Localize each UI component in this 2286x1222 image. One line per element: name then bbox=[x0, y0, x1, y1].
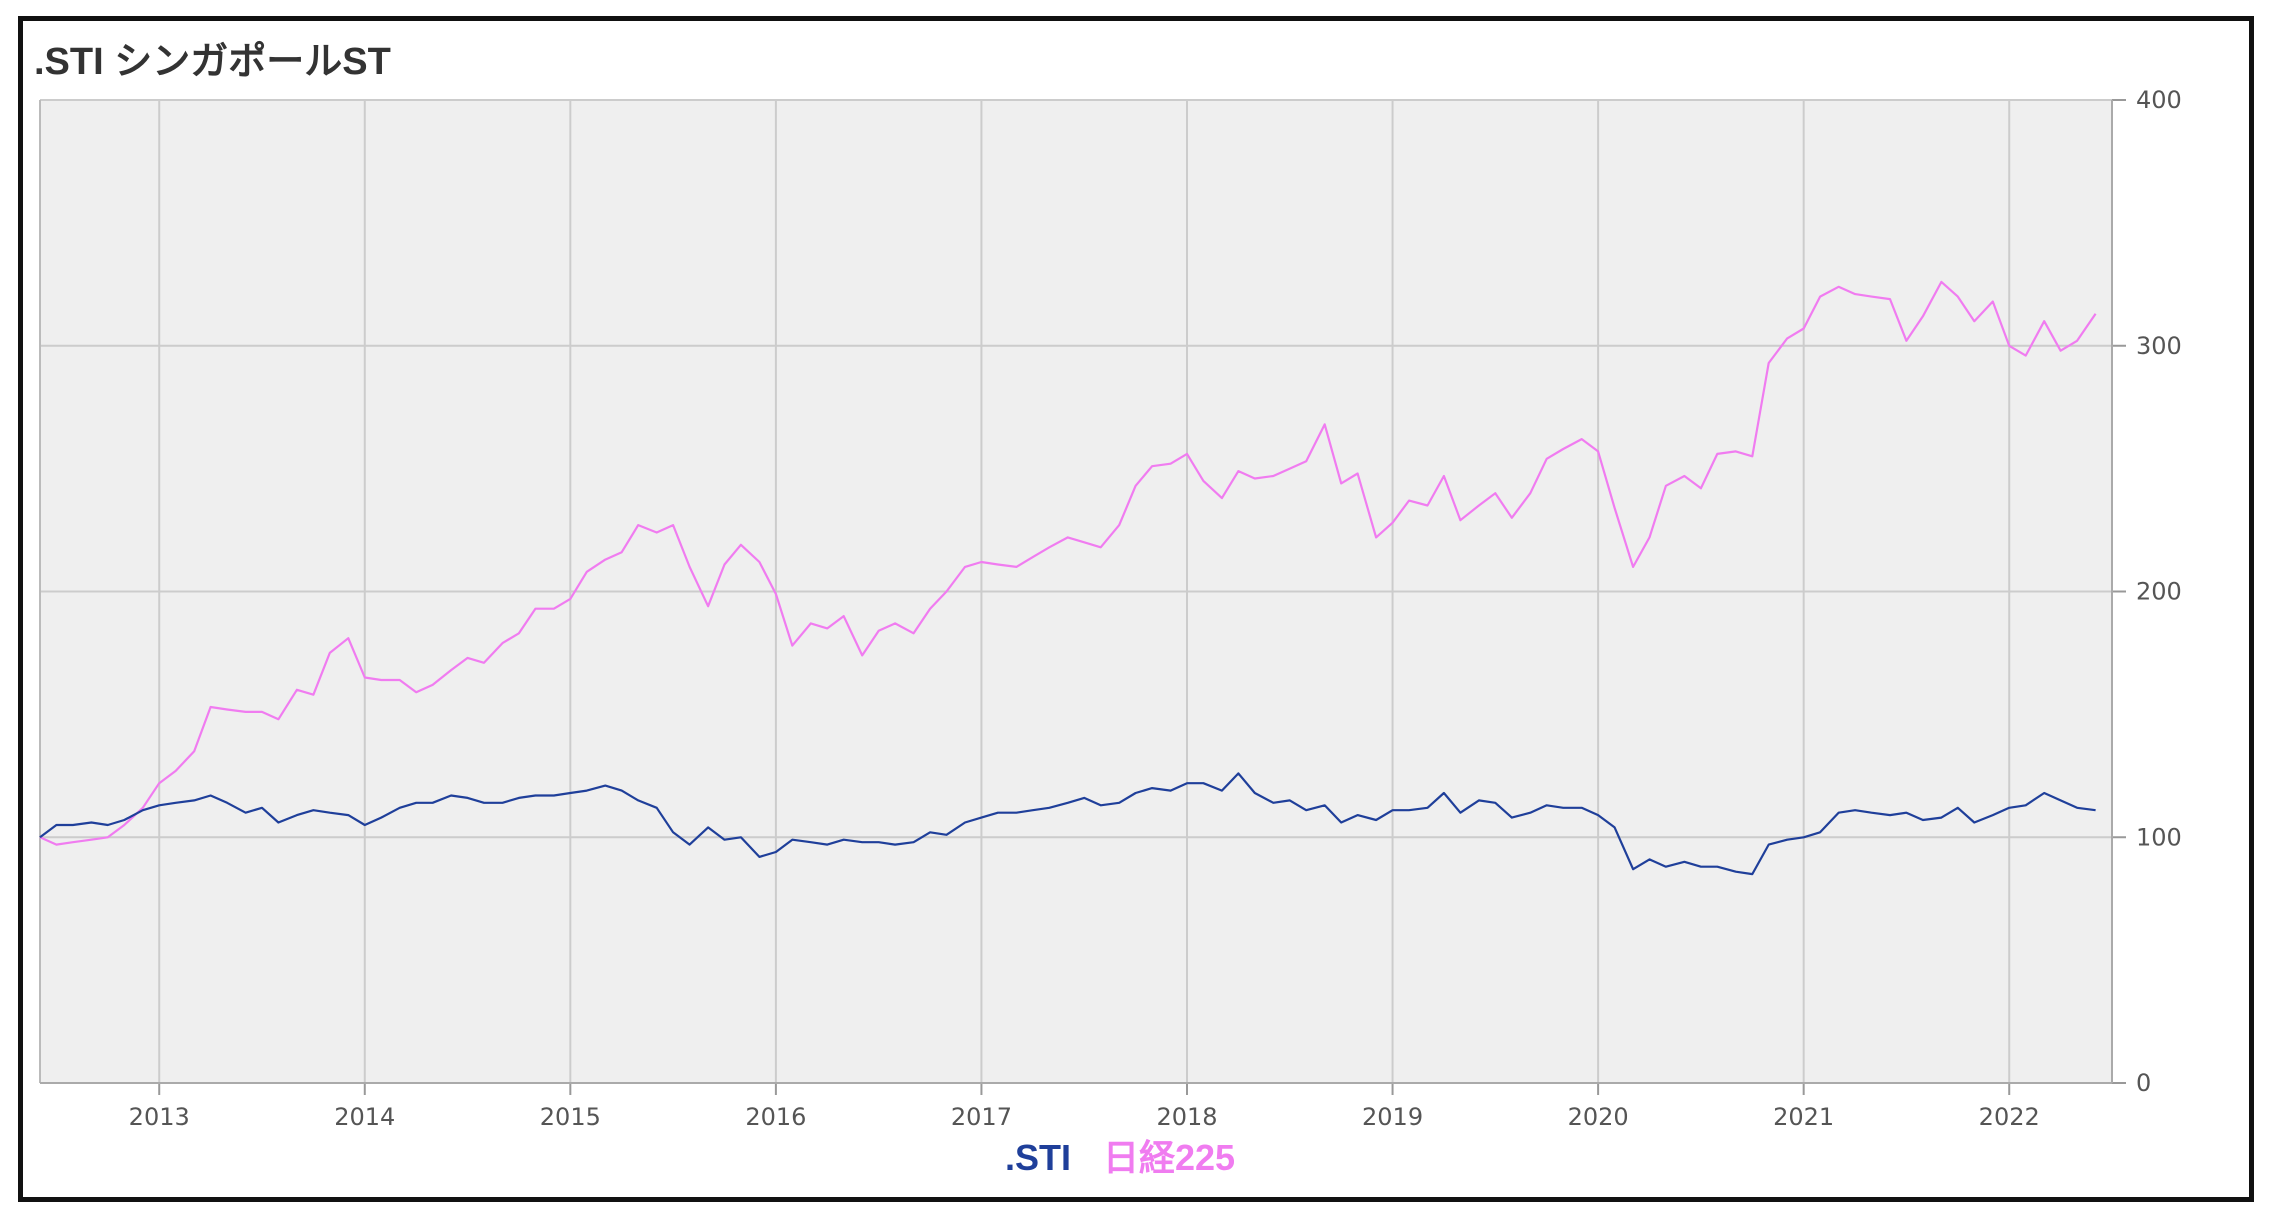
y-axis-ticks: 0 100 200 300 400 bbox=[2136, 86, 2182, 1097]
x-tick-label: 2018 bbox=[1156, 1103, 1217, 1131]
legend-item-sti: .STI bbox=[1005, 1137, 1071, 1178]
series-line-sti bbox=[39, 772, 2096, 876]
chart-title: .STI シンガポールST bbox=[34, 41, 391, 83]
legend-item-nikkei225: 日経225 bbox=[1103, 1137, 1235, 1178]
y-tick-label: 0 bbox=[2136, 1069, 2151, 1097]
x-tick-label: 2021 bbox=[1773, 1103, 1834, 1131]
y-tick-label: 400 bbox=[2136, 86, 2182, 114]
x-tick-label: 2015 bbox=[540, 1103, 601, 1131]
y-tick-label: 100 bbox=[2136, 823, 2182, 851]
series-layer bbox=[39, 280, 2097, 876]
x-tick-label: 2014 bbox=[334, 1103, 395, 1131]
y-tick-label: 300 bbox=[2136, 332, 2182, 360]
x-tick-label: 2022 bbox=[1979, 1103, 2040, 1131]
x-tick-label: 2019 bbox=[1362, 1103, 1423, 1131]
x-tick-label: 2020 bbox=[1568, 1103, 1629, 1131]
axes bbox=[39, 99, 2126, 1095]
y-tick-label: 200 bbox=[2136, 578, 2182, 606]
x-tick-label: 2017 bbox=[951, 1103, 1012, 1131]
x-axis-ticks: 2013 2014 2015 2016 2017 2018 2019 2020 2021 2022 bbox=[129, 1103, 2040, 1131]
x-tick-label: 2016 bbox=[745, 1103, 806, 1131]
x-tick-label: 2013 bbox=[129, 1103, 190, 1131]
series-line-nikkei225 bbox=[39, 280, 2097, 846]
legend: .STI 日経225 bbox=[1005, 1137, 1235, 1178]
